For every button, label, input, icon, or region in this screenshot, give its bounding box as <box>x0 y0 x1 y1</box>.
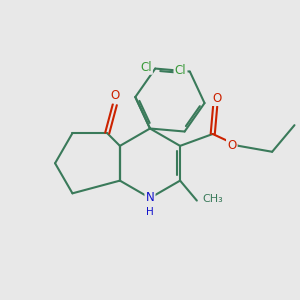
Text: O: O <box>212 92 221 105</box>
Text: CH₃: CH₃ <box>202 194 223 204</box>
Text: Cl: Cl <box>140 61 152 74</box>
Text: H: H <box>146 207 154 218</box>
Text: Cl: Cl <box>175 64 186 76</box>
Text: O: O <box>227 139 236 152</box>
Text: N: N <box>146 191 154 205</box>
Text: O: O <box>110 89 119 102</box>
